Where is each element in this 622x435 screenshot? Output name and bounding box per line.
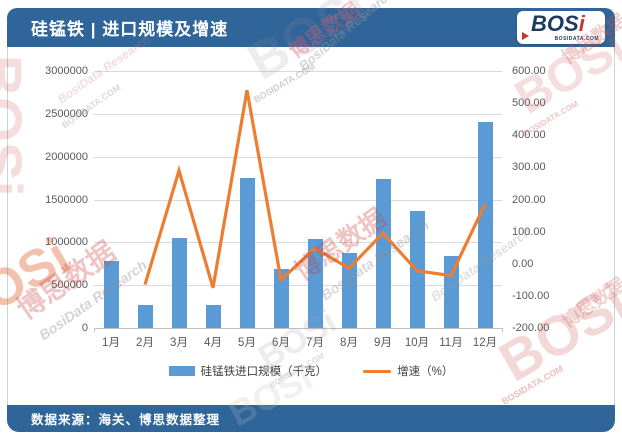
x-axis-label-6月: 6月	[272, 337, 290, 349]
legend-item-line-series: 增速（%）	[363, 363, 453, 379]
footer: 数据来源：海关、博思数据整理	[7, 405, 615, 432]
x-axis-label-4月: 4月	[204, 337, 222, 349]
bar-1月	[103, 261, 119, 328]
right-axis-tick-label: 0.00	[512, 257, 534, 270]
x-axis-label-3月: 3月	[170, 337, 188, 349]
bar-2月	[137, 304, 153, 328]
header: 硅锰铁 | 进口规模及增速 BOSi BOSIDATA.COM	[7, 8, 615, 47]
growth-line-series	[143, 90, 487, 289]
legend-line-label: 增速（%）	[397, 366, 454, 378]
gridline	[94, 285, 502, 287]
x-axis-label-11月: 11月	[439, 337, 463, 349]
logo-triangle-icon	[522, 32, 529, 40]
x-axis-label-5月: 5月	[238, 337, 256, 349]
plot-area	[94, 71, 503, 332]
gridline	[94, 113, 502, 115]
gridline	[94, 71, 502, 72]
bar-7月	[307, 238, 323, 328]
left-axis-tick-label: 0	[81, 322, 88, 334]
bar-5月	[239, 178, 255, 328]
bar-4月	[205, 304, 221, 328]
right-axis-tick-label: 100.00	[512, 225, 546, 238]
x-axis-label-8月: 8月	[340, 337, 358, 349]
bar-series-swatch-icon	[168, 366, 195, 376]
axis-tick	[94, 328, 95, 332]
growth-line-path	[143, 90, 487, 289]
x-axis-label-2月: 2月	[136, 337, 154, 349]
line-series-swatch-icon	[363, 369, 392, 373]
right-axis-tick-label: 200.00	[512, 193, 546, 206]
left-axis-tick-label: 500000	[51, 279, 88, 292]
bosi-logo-text: BOSi	[531, 11, 585, 36]
data-source: 数据来源：海关、博思数据整理	[31, 413, 221, 427]
left-axis-tick-label: 3000000	[45, 65, 88, 77]
left-axis-tick-label: 2000000	[45, 150, 88, 163]
bosi-logo: BOSi BOSIDATA.COM	[517, 11, 605, 44]
gridline	[94, 242, 502, 244]
bosi-logo-domain: BOSIDATA.COM	[554, 36, 599, 42]
x-axis-label-7月: 7月	[306, 337, 324, 349]
right-axis-tick-label: 500.00	[512, 97, 546, 110]
right-axis-tick-label: -100.00	[512, 289, 550, 302]
bar-9月	[375, 178, 391, 328]
legend-item-bar-series: 硅锰铁进口规模（千克）	[168, 363, 328, 379]
bar-12月	[477, 122, 493, 328]
x-axis-label-9月: 9月	[374, 337, 392, 349]
right-axis-tick-label: -200.00	[512, 322, 550, 334]
right-axis-tick-label: 300.00	[512, 161, 546, 174]
x-axis-label-10月: 10月	[404, 337, 430, 349]
bar-3月	[171, 238, 187, 328]
legend: 硅锰铁进口规模（千克） 增速（%）	[0, 363, 622, 379]
left-axis-tick-label: 2500000	[45, 107, 88, 120]
legend-bar-label: 硅锰铁进口规模（千克）	[200, 366, 328, 378]
axis-tick	[502, 328, 503, 332]
bar-8月	[341, 252, 357, 328]
x-axis-line	[94, 328, 502, 329]
gridline	[94, 199, 502, 201]
right-axis-tick-label: 600.00	[512, 65, 546, 77]
gridline	[94, 156, 502, 158]
bar-6月	[273, 268, 289, 328]
x-axis-label-1月: 1月	[102, 337, 120, 349]
x-axis-label-12月: 12月	[472, 337, 498, 349]
report-card-body	[7, 28, 615, 417]
left-axis-tick-label: 1000000	[45, 236, 88, 249]
page-title: 硅锰铁 | 进口规模及增速	[31, 20, 229, 39]
left-axis-tick-label: 1500000	[45, 193, 88, 206]
right-axis-tick-label: 400.00	[512, 129, 546, 142]
